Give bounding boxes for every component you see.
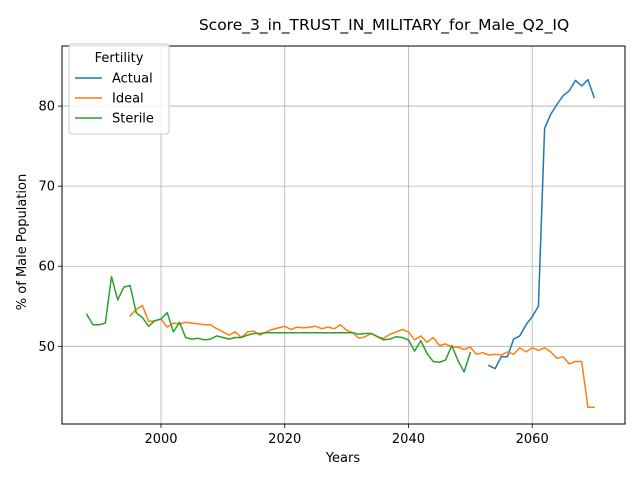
y-tick-label: 50 [38, 340, 55, 355]
legend-entries: Actual Ideal Sterile [75, 72, 154, 127]
series-line-sterile [85, 275, 472, 373]
x-tick-label: 2060 [516, 432, 549, 447]
x-tick-label: 2020 [268, 432, 301, 447]
series-line-actual [487, 78, 596, 370]
grid [62, 46, 625, 424]
y-axis: 50 60 70 80 [38, 100, 62, 355]
x-axis-label: Years [325, 451, 361, 466]
y-tick-label: 80 [38, 100, 55, 115]
legend-label-sterile: Sterile [112, 112, 154, 127]
legend-title: Fertility [95, 51, 144, 66]
legend-label-actual: Actual [112, 72, 153, 87]
y-tick-label: 70 [38, 180, 55, 195]
chart-title: Score_3_in_TRUST_IN_MILITARY_for_Male_Q2… [199, 16, 569, 35]
legend: Fertility Actual Ideal Sterile [68, 43, 170, 135]
legend-label-ideal: Ideal [112, 92, 144, 107]
x-tick-label: 2040 [392, 432, 425, 447]
y-axis-label: % of Male Population [15, 174, 30, 310]
y-tick-label: 60 [38, 260, 55, 275]
x-axis: 2000 2020 2040 2060 [144, 424, 549, 447]
legend-box [68, 43, 170, 135]
x-tick-label: 2000 [144, 432, 177, 447]
plot-frame [61, 45, 626, 425]
series-line-ideal [129, 304, 595, 408]
series-layer [85, 78, 596, 408]
